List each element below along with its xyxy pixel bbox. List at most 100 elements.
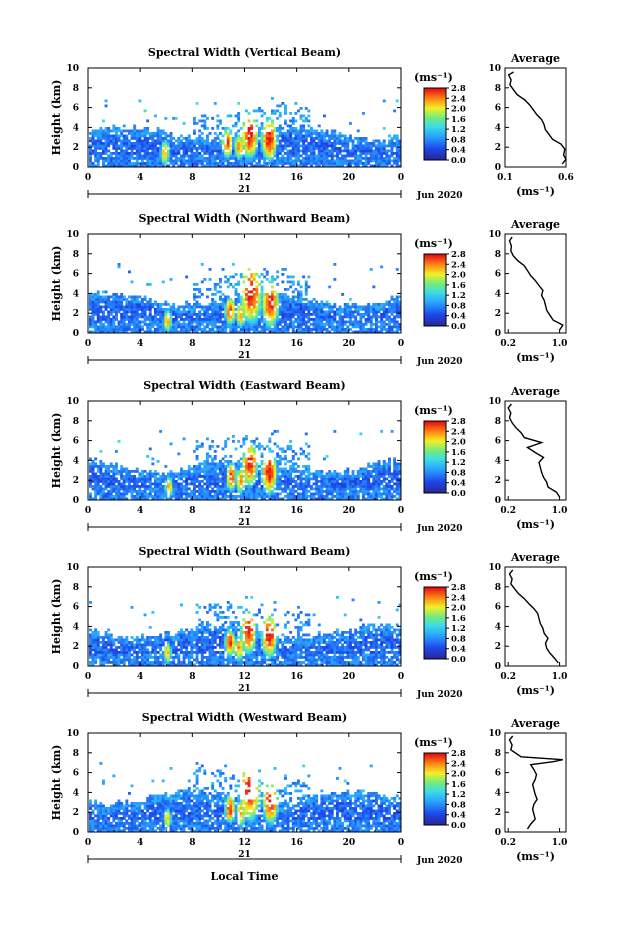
heatmap-cell [239,159,243,163]
heatmap-cell [229,320,233,324]
profile-y-tick-label: 8 [495,84,501,94]
heatmap-cell [221,298,225,301]
heatmap-cell [89,295,92,299]
heatmap-cell [195,318,199,321]
heatmap-cell [190,477,194,481]
heatmap-cell [182,147,186,150]
heatmap-cell [120,472,124,476]
heatmap-cell [120,487,124,491]
heatmap-cell [156,325,160,329]
heatmap-cell [91,134,95,138]
heatmap-cell [198,470,202,473]
heatmap-cell [398,308,402,311]
heatmap-cell [143,323,147,326]
heatmap-cell [286,318,290,321]
heatmap-cell [258,470,261,473]
colorbar-segment [424,293,446,296]
heatmap-cell [117,472,121,476]
heatmap-cell [206,308,209,311]
heatmap-cell [393,330,397,334]
heatmap-cell [276,325,280,329]
heatmap-cell [102,129,105,133]
heatmap-cell [156,134,160,138]
heatmap-cell [232,485,235,488]
heatmap-cell [250,152,254,155]
heatmap-cell [291,315,295,319]
heatmap-cell [333,328,337,331]
heatmap-cell [112,480,116,483]
heatmap-cell [289,487,293,491]
heatmap-cell [245,435,248,438]
heatmap-cell [356,470,360,473]
heatmap-cell [252,134,256,138]
heatmap-cell [161,487,165,491]
heatmap-cell [364,487,368,491]
heatmap-cell [265,134,269,138]
heatmap-cell [312,313,316,316]
heatmap-cell [99,323,103,326]
heatmap-cell [237,462,241,466]
heatmap-cell [273,310,277,314]
heatmap-cell [260,295,264,299]
heatmap-cell [250,495,254,498]
heatmap-cell [325,313,329,316]
heatmap-cell [330,482,334,486]
heatmap-cell [190,144,194,148]
heatmap-cell [273,467,277,471]
heatmap-cell [260,485,264,488]
heatmap-cell [226,147,230,150]
heatmap-cell [102,330,105,334]
heatmap-cell [250,142,254,145]
heatmap-cell [237,300,241,304]
heatmap-cell [341,497,345,501]
heatmap-cell [115,477,118,481]
heatmap-cell [388,157,391,160]
heatmap-cell [138,129,142,133]
heatmap-cell [234,315,238,319]
heatmap-cell [174,310,178,314]
colorbar-segment [424,290,446,293]
heatmap-cell [133,295,137,299]
heatmap-cell [91,313,95,316]
heatmap-cell [315,164,319,168]
heatmap-cell [299,492,303,496]
heatmap-cell [265,295,269,299]
heatmap-cell [398,315,402,319]
heatmap-cell [328,149,332,153]
heatmap-cell [245,164,248,168]
heatmap-cell [304,285,308,289]
heatmap-cell [229,300,233,304]
heatmap-cell [307,134,311,138]
heatmap-cell [299,132,303,135]
heatmap-cell [185,480,189,483]
heatmap-cell [216,114,220,118]
heatmap-cell [216,325,220,329]
heatmap-cell [330,477,334,481]
heatmap-cell [304,159,308,163]
heatmap-cell [346,487,350,491]
colorbar-segment [424,313,446,316]
heatmap-cell [346,147,350,150]
heatmap-cell [328,477,332,481]
heatmap-cell [135,490,139,493]
heatmap-cell [161,162,165,165]
heatmap-cell [226,137,230,140]
heatmap-cells [89,263,402,334]
heatmap-cell [276,452,280,456]
heatmap-cell [237,137,241,140]
heatmap-cell [250,475,254,478]
heatmap-cell [349,149,352,153]
heatmap-cell [203,470,207,473]
heatmap-cell [161,330,165,334]
heatmap-cell [135,147,139,150]
colorbar-segment [424,115,446,118]
heatmap-cell [343,313,347,316]
heatmap-cell [115,328,118,331]
heatmap-cell [291,457,295,461]
heatmap-cell [190,305,194,309]
heatmap-cell [273,460,277,463]
colorbar-segment [424,264,446,267]
heatmap-cell [242,308,246,311]
heatmap-cell [109,487,113,491]
heatmap-cell [146,305,150,309]
